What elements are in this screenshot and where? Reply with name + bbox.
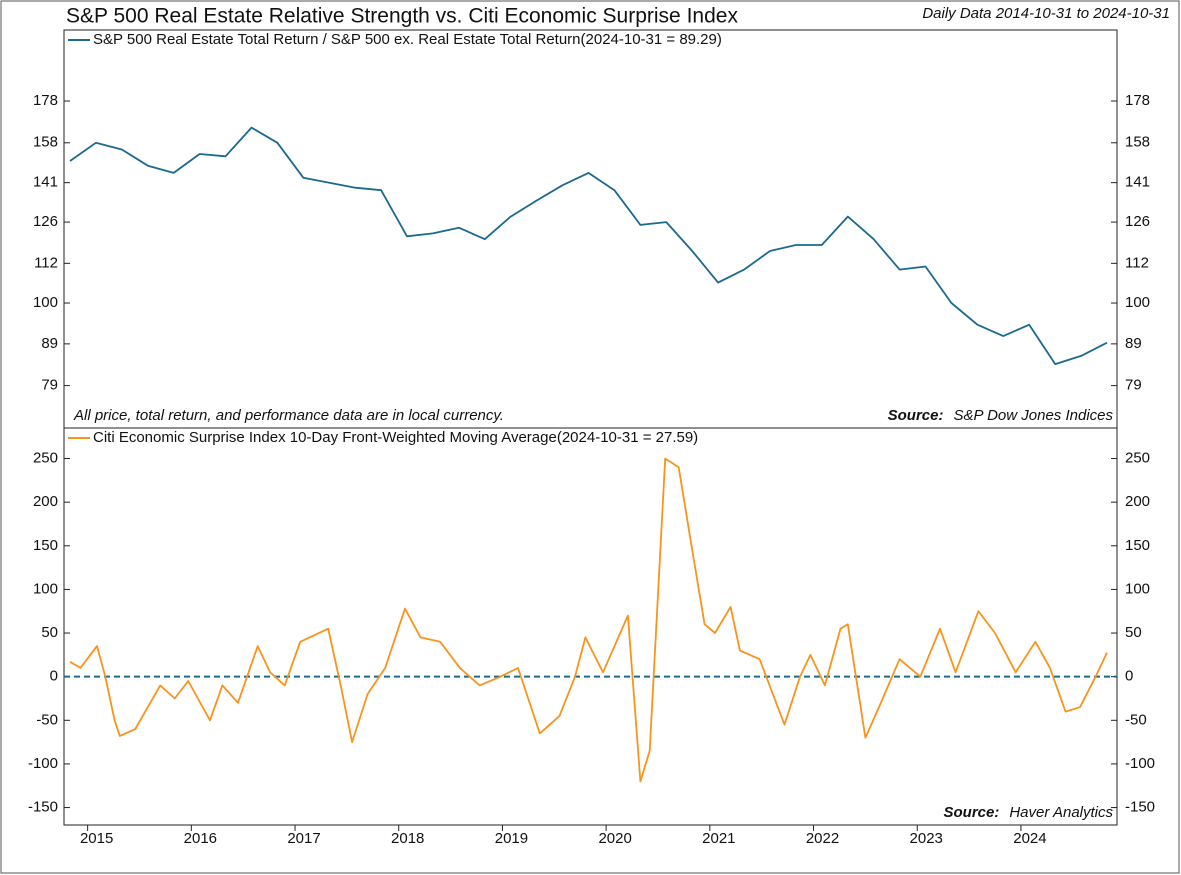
y-tick-label-right: 89 bbox=[1125, 335, 1142, 352]
x-tick-label: 2021 bbox=[702, 830, 735, 847]
source-label: Source: bbox=[943, 804, 999, 821]
chart-title: S&P 500 Real Estate Relative Strength vs… bbox=[66, 5, 738, 28]
legend-label: Citi Economic Surprise Index 10-Day Fron… bbox=[93, 429, 698, 446]
y-tick-label: 200 bbox=[33, 493, 58, 510]
y-tick-label: -150 bbox=[28, 799, 58, 816]
y-tick-label-right: 79 bbox=[1125, 377, 1142, 394]
y-tick-label-right: 141 bbox=[1125, 174, 1150, 191]
y-tick-label: 250 bbox=[33, 450, 58, 467]
x-tick-label: 2024 bbox=[1013, 830, 1046, 847]
y-tick-label-right: 100 bbox=[1125, 294, 1150, 311]
y-tick-label-right: -150 bbox=[1125, 799, 1155, 816]
y-tick-label-right: 150 bbox=[1125, 537, 1150, 554]
y-tick-label-right: 200 bbox=[1125, 493, 1150, 510]
y-tick-label-right: 112 bbox=[1125, 254, 1149, 271]
y-tick-label: 158 bbox=[33, 134, 58, 151]
x-tick-label: 2023 bbox=[910, 830, 943, 847]
y-tick-label: 89 bbox=[41, 335, 58, 352]
x-tick-label: 2015 bbox=[80, 830, 113, 847]
x-tick-label: 2017 bbox=[287, 830, 320, 847]
x-tick-label: 2016 bbox=[184, 830, 217, 847]
y-tick-label: 126 bbox=[33, 213, 58, 230]
y-tick-label: 0 bbox=[50, 668, 58, 685]
y-tick-label-right: 100 bbox=[1125, 580, 1150, 597]
y-tick-label: 79 bbox=[41, 377, 58, 394]
y-tick-label-right: 158 bbox=[1125, 134, 1150, 151]
y-tick-label: -100 bbox=[28, 755, 58, 772]
chart-subtitle: Daily Data 2014-10-31 to 2024-10-31 bbox=[922, 5, 1170, 22]
source-label: Source: bbox=[888, 407, 944, 424]
y-tick-label-right: -100 bbox=[1125, 755, 1155, 772]
source-text: S&P Dow Jones Indices bbox=[953, 407, 1113, 424]
y-tick-label: 150 bbox=[33, 537, 58, 554]
y-tick-label: 100 bbox=[33, 294, 58, 311]
x-tick-label: 2018 bbox=[391, 830, 424, 847]
y-tick-label: 141 bbox=[33, 174, 58, 191]
y-tick-label-right: 0 bbox=[1125, 668, 1133, 685]
y-tick-label: 178 bbox=[33, 92, 58, 109]
x-tick-label: 2020 bbox=[598, 830, 631, 847]
y-tick-label: 100 bbox=[33, 580, 58, 597]
series-line bbox=[69, 126, 1108, 365]
y-tick-label-right: 178 bbox=[1125, 92, 1150, 109]
x-tick-label: 2022 bbox=[806, 830, 839, 847]
legend-label: S&P 500 Real Estate Total Return / S&P 5… bbox=[93, 31, 722, 48]
series-line bbox=[69, 457, 1108, 783]
y-tick-label: -50 bbox=[36, 711, 58, 728]
annotation-note: All price, total return, and performance… bbox=[73, 407, 504, 424]
y-tick-label-right: 50 bbox=[1125, 624, 1142, 641]
y-tick-label-right: -50 bbox=[1125, 711, 1147, 728]
x-tick-label: 2019 bbox=[495, 830, 528, 847]
y-tick-label: 112 bbox=[34, 254, 58, 271]
source-text: Haver Analytics bbox=[1009, 804, 1113, 821]
y-tick-label-right: 250 bbox=[1125, 450, 1150, 467]
y-tick-label-right: 126 bbox=[1125, 213, 1150, 230]
y-tick-label: 50 bbox=[41, 624, 58, 641]
